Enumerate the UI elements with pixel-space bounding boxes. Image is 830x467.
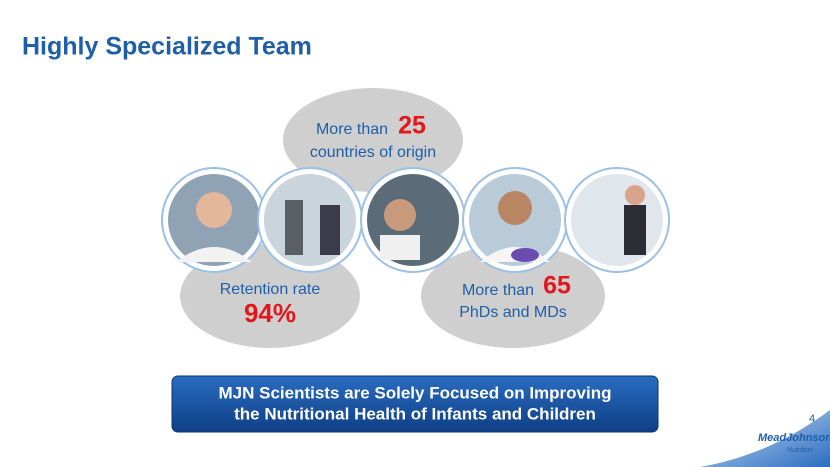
banner-line: MJN Scientists are Solely Focused on Imp… — [219, 383, 612, 402]
stat-number: 94% — [244, 298, 296, 328]
stat-prefix: More than — [462, 282, 534, 299]
banner — [171, 375, 659, 433]
stat-suffix: PhDs and MDs — [459, 304, 567, 321]
stat-bubble — [421, 244, 605, 348]
page-number: 4 — [809, 413, 815, 425]
photo — [564, 167, 670, 273]
slide-title: Highly Specialized Team — [22, 33, 312, 61]
banner-line: the Nutritional Health of Infants and Ch… — [234, 404, 596, 423]
stat-label: Retention rate — [220, 281, 321, 298]
stat-number: 65 — [543, 272, 571, 300]
logo-name: MeadJohnson — [758, 432, 830, 444]
stat-prefix: More than — [316, 121, 388, 138]
stat-number: 25 — [398, 112, 426, 140]
stat-bubble — [283, 88, 463, 192]
stat-suffix: countries of origin — [310, 144, 436, 161]
photo — [161, 167, 267, 273]
photo — [360, 167, 466, 273]
photo-row — [161, 167, 670, 273]
photo — [257, 167, 363, 273]
swoosh — [700, 410, 830, 467]
photo — [462, 167, 568, 273]
logo-tagline: Nutrition — [787, 447, 813, 454]
